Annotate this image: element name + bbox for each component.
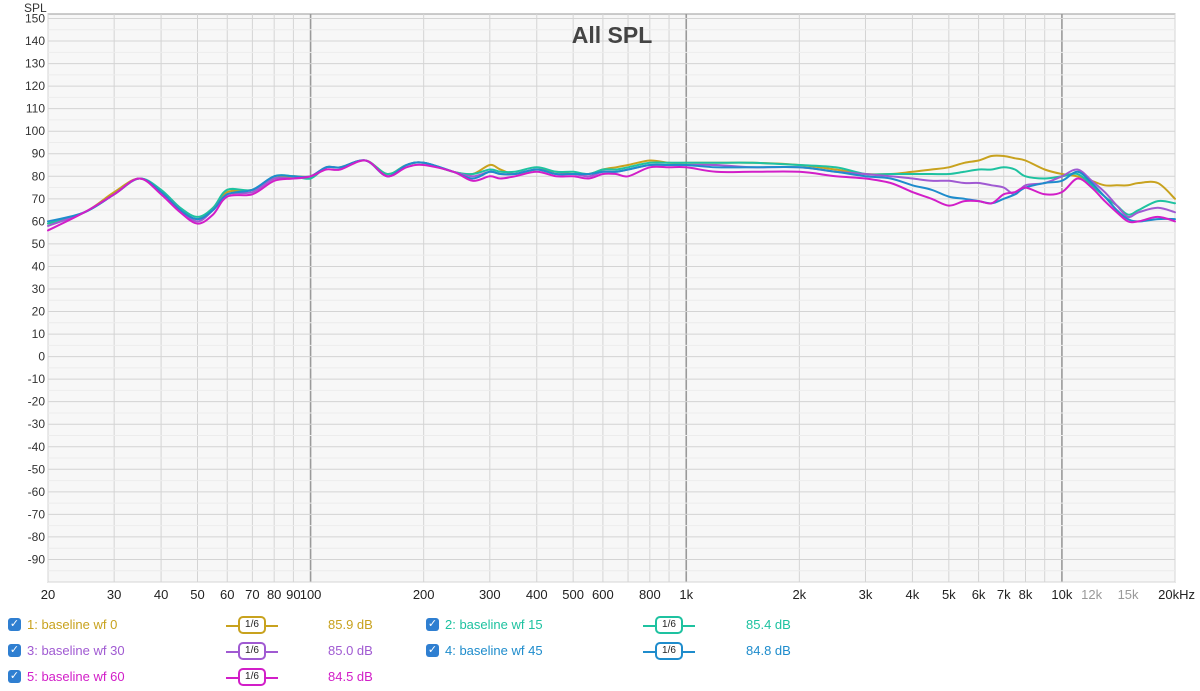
y-tick-label: -60 [28,485,46,499]
y-tick-label: -40 [28,440,46,454]
x-tick-label: 3k [859,587,873,602]
x-tick-label: 300 [479,587,501,602]
smoothing-button[interactable]: 1/6 [643,640,695,662]
legend-label: 2: baseline wf 15 [445,617,543,632]
y-tick-label: 20 [32,305,46,319]
x-tick-label: 10k [1051,587,1072,602]
checkbox-icon[interactable]: ✓ [426,644,439,657]
x-tick-label: 20 [41,587,55,602]
legend: ✓ 1: baseline wf 0 1/6 85.9 dB ✓ 2: base… [0,610,1200,691]
y-tick-label: 10 [32,327,46,341]
legend-value: 85.0 dB [328,643,373,658]
x-tick-label: 200 [413,587,435,602]
x-tick-label: 30 [107,587,121,602]
x-tick-label: 1k [679,587,693,602]
y-tick-label: 0 [38,350,45,364]
legend-label: 4: baseline wf 45 [445,643,543,658]
smoothing-label: 1/6 [238,668,266,686]
y-tick-label: -50 [28,462,46,476]
x-tick-label: 6k [972,587,986,602]
x-tick-label: 60 [220,587,234,602]
x-tick-label: 400 [526,587,548,602]
x-tick-label: 8k [1019,587,1033,602]
smoothing-button[interactable]: 1/6 [643,614,695,636]
legend-value: 85.4 dB [746,617,791,632]
x-tick-label: 70 [245,587,259,602]
x-tick-label: 7k [997,587,1011,602]
x-tick-label: 800 [639,587,661,602]
smoothing-label: 1/6 [655,642,683,660]
legend-value: 84.5 dB [328,669,373,684]
y-tick-label: -10 [28,372,46,386]
y-tick-label: 150 [25,12,45,26]
x-tick-label: 2k [792,587,806,602]
smoothing-button[interactable]: 1/6 [226,666,278,688]
y-tick-label: 50 [32,237,46,251]
legend-label: 5: baseline wf 60 [27,669,125,684]
y-tick-label: 110 [26,102,45,116]
x-tick-label: 20kHz [1158,587,1195,602]
legend-label: 3: baseline wf 30 [27,643,125,658]
y-tick-label: 60 [32,214,46,228]
series-line-4 [47,159,1176,223]
smoothing-button[interactable]: 1/6 [226,640,278,662]
y-tick-label: -30 [28,417,46,431]
y-tick-label: -20 [28,395,46,409]
y-tick-label: 90 [32,147,46,161]
x-tick-label: 100 [300,587,322,602]
smoothing-label: 1/6 [655,616,683,634]
y-tick-label: 100 [25,124,45,138]
x-tick-label: 600 [592,587,614,602]
x-tick-label: 50 [190,587,204,602]
legend-value: 85.9 dB [328,617,373,632]
checkbox-icon[interactable]: ✓ [426,618,439,631]
series-line-5 [47,159,1176,232]
checkbox-icon[interactable]: ✓ [8,618,21,631]
x-tick-label: 40 [154,587,168,602]
checkbox-icon[interactable]: ✓ [8,670,21,683]
y-tick-label: 140 [25,34,45,48]
plot-area [47,13,1176,583]
x-tick-label: 5k [942,587,956,602]
x-tick-label: 15k [1118,587,1139,602]
chart-title: All SPL [572,22,653,48]
y-axis-label: SPL [24,1,47,15]
x-tick-label: 4k [906,587,920,602]
y-tick-label: 40 [32,259,46,273]
x-tick-label: 80 [267,587,281,602]
smoothing-label: 1/6 [238,642,266,660]
legend-label: 1: baseline wf 0 [27,617,118,632]
y-tick-label: -90 [28,552,46,566]
y-tick-label: -80 [28,530,46,544]
y-tick-label: 80 [32,169,46,183]
y-tick-label: 120 [25,79,45,93]
x-tick-label: 500 [562,587,584,602]
chart-svg: 1501401301201101009080706050403020100-10… [24,1,1195,602]
checkbox-icon[interactable]: ✓ [8,644,21,657]
x-tick-label: 12k [1081,587,1102,602]
smoothing-button[interactable]: 1/6 [226,614,278,636]
y-tick-label: 70 [32,192,46,206]
y-tick-label: -70 [28,507,46,521]
x-tick-label: 90 [286,587,300,602]
y-tick-label: 30 [32,282,46,296]
smoothing-label: 1/6 [238,616,266,634]
legend-value: 84.8 dB [746,643,791,658]
y-tick-label: 130 [25,57,45,71]
